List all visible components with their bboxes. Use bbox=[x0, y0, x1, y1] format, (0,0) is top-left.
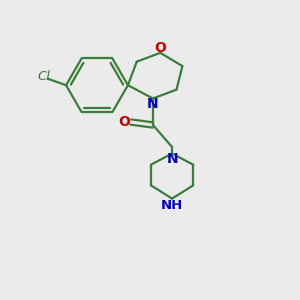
Text: O: O bbox=[154, 41, 166, 56]
Text: NH: NH bbox=[161, 199, 183, 212]
Text: N: N bbox=[166, 152, 178, 166]
Text: O: O bbox=[118, 115, 130, 129]
Text: N: N bbox=[147, 97, 159, 111]
Text: Cl: Cl bbox=[38, 70, 50, 83]
